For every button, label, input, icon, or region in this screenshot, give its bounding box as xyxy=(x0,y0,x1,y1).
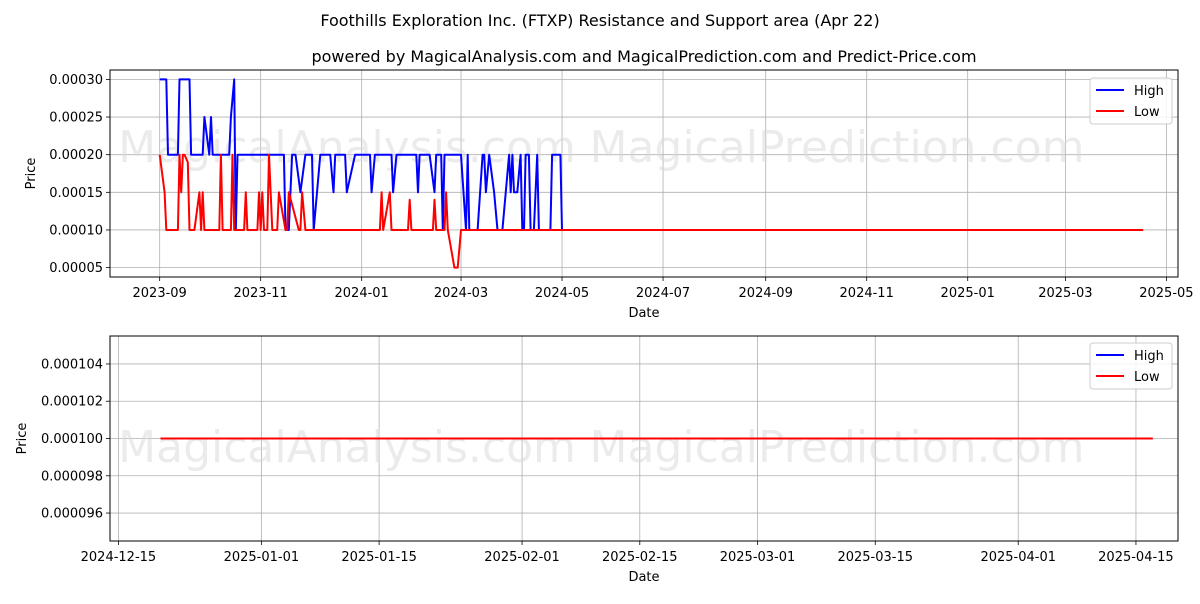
series-line-high xyxy=(159,78,564,231)
legend-label-low: Low xyxy=(1134,105,1160,120)
x-tick-label: 2023-09 xyxy=(133,286,187,301)
watermark-text: MagicalPrediction.com xyxy=(590,422,1085,473)
x-tick-label: 2025-03-15 xyxy=(837,550,913,565)
y-tick-label: 0.00030 xyxy=(49,73,103,88)
watermark-text: MagicalPrediction.com xyxy=(590,122,1085,173)
x-tick-label: 2024-03 xyxy=(434,286,488,301)
chart-panel-2: 2024-12-15 2025-01-01 2025-01-15 2025-02-01… xyxy=(15,335,1179,585)
x-tick-label: 2025-04-01 xyxy=(980,550,1056,565)
x-tick-label: 2025-03 xyxy=(1038,286,1092,301)
y-axis-label: Price xyxy=(24,158,39,190)
x-tick-label: 2024-11 xyxy=(840,286,894,301)
x-tick-label: 2024-07 xyxy=(636,286,690,301)
y-tick-label: 0.00010 xyxy=(49,223,103,238)
y-tick-label: 0.000100 xyxy=(41,432,103,447)
y-tick-label: 0.00005 xyxy=(49,261,103,276)
series-line-low xyxy=(158,153,1144,269)
legend-label-high: High xyxy=(1134,84,1164,99)
x-tick-label: 2025-02-15 xyxy=(602,550,678,565)
x-axis-label: Date xyxy=(628,306,659,321)
y-tick-label: 0.000102 xyxy=(41,395,103,410)
x-tick-label: 2024-12-15 xyxy=(81,550,157,565)
x-tick-label: 2024-09 xyxy=(739,286,793,301)
x-tick-label: 2025-01 xyxy=(941,286,995,301)
watermark-text: MagicalAnalysis.com xyxy=(118,422,576,473)
chart-subtitle: powered by MagicalAnalysis.com and Magic… xyxy=(311,47,976,66)
chart-panel-1: 2023-09 2023-11 2024-01 2024-03 2024-05 2024-… xyxy=(24,69,1194,321)
y-axis-label: Price xyxy=(15,423,30,455)
x-tick-label: 2023-11 xyxy=(234,286,288,301)
y-tick-label: 0.000096 xyxy=(41,507,103,522)
x-tick-label: 2025-02-01 xyxy=(484,550,560,565)
y-tick-label: 0.000098 xyxy=(41,469,103,484)
y-tick-label: 0.000104 xyxy=(41,357,103,372)
x-tick-label: 2025-03-01 xyxy=(720,550,796,565)
x-tick-label: 2025-01-01 xyxy=(224,550,300,565)
x-tick-label: 2024-01 xyxy=(335,286,389,301)
y-tick-label: 0.00025 xyxy=(49,111,103,126)
watermark-text: MagicalAnalysis.com xyxy=(118,122,576,173)
x-axis-label: Date xyxy=(628,570,659,585)
legend-label-high: High xyxy=(1134,349,1164,364)
legend-label-low: Low xyxy=(1134,370,1160,385)
x-tick-label: 2024-05 xyxy=(535,286,589,301)
y-tick-label: 0.00015 xyxy=(49,186,103,201)
x-tick-label: 2025-04-15 xyxy=(1098,550,1174,565)
chart-title: Foothills Exploration Inc. (FTXP) Resist… xyxy=(320,11,879,30)
plot-frame xyxy=(109,335,1179,542)
x-tick-label: 2025-01-15 xyxy=(341,550,417,565)
y-tick-label: 0.00020 xyxy=(49,148,103,163)
x-tick-label: 2025-05 xyxy=(1139,286,1193,301)
plot-frame xyxy=(109,69,1179,278)
